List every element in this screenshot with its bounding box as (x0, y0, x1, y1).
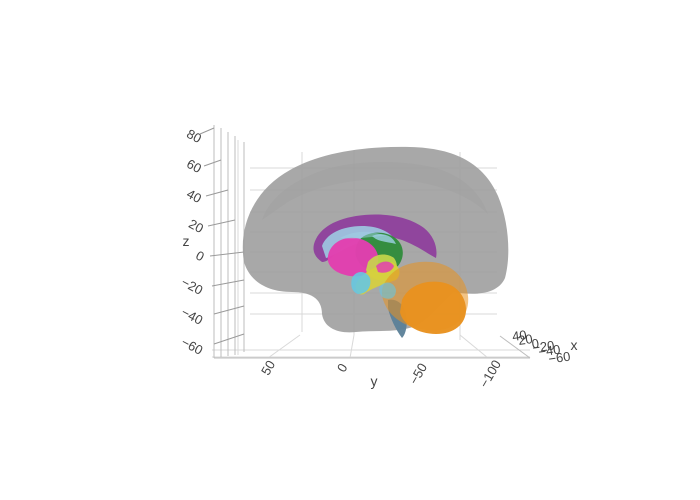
y-axis-title: y (371, 373, 378, 389)
z-tick-label: 0 (193, 248, 206, 265)
z-tick-marks (199, 127, 245, 345)
z-tick-mark (211, 279, 245, 287)
z-tick-label: 80 (184, 126, 204, 146)
z-tick-mark (213, 305, 245, 315)
putamen-mesh (327, 237, 379, 277)
z-axis-title: z (183, 233, 190, 249)
z-tick-label: 60 (184, 156, 204, 176)
x-tick-label: −60 (547, 349, 571, 367)
caudate-mesh (372, 234, 396, 244)
brain-surface-mesh (262, 162, 488, 220)
x-tick-label: 20 (517, 331, 533, 348)
x-tick-label: −40 (537, 342, 561, 360)
x-tick-label: 40 (511, 327, 527, 344)
z-tick-mark (213, 333, 245, 345)
z-tick-mark (205, 189, 229, 197)
y-tick-label: 0 (334, 361, 351, 375)
lateral-ventricle-mesh (313, 214, 437, 262)
y-tick-label: 50 (258, 358, 278, 378)
mesh-layer (242, 146, 509, 338)
z-tick-mark (203, 159, 222, 167)
z-tick-mark (207, 219, 236, 227)
amygdala-mesh (351, 272, 371, 294)
z-tick-label: −60 (179, 334, 206, 358)
x-tick-label: −20 (531, 338, 555, 356)
z-tick-label: 40 (184, 186, 204, 206)
putamen-mesh (376, 261, 394, 273)
x-tick-label: 0 (531, 336, 540, 352)
cerebellum-mesh (400, 281, 466, 334)
x-axis-title: x (571, 337, 578, 353)
y-tick-label: −100 (476, 357, 504, 390)
caudate-mesh (340, 231, 386, 239)
amygdala-mesh (379, 282, 396, 299)
z-tick-label: 20 (186, 216, 206, 236)
z-tick-label: −20 (179, 274, 206, 298)
z-tick-mark (209, 251, 245, 257)
z-tick-mark (199, 127, 215, 135)
y-tick-label: −50 (406, 360, 430, 387)
z-tick-label: −40 (179, 304, 206, 328)
